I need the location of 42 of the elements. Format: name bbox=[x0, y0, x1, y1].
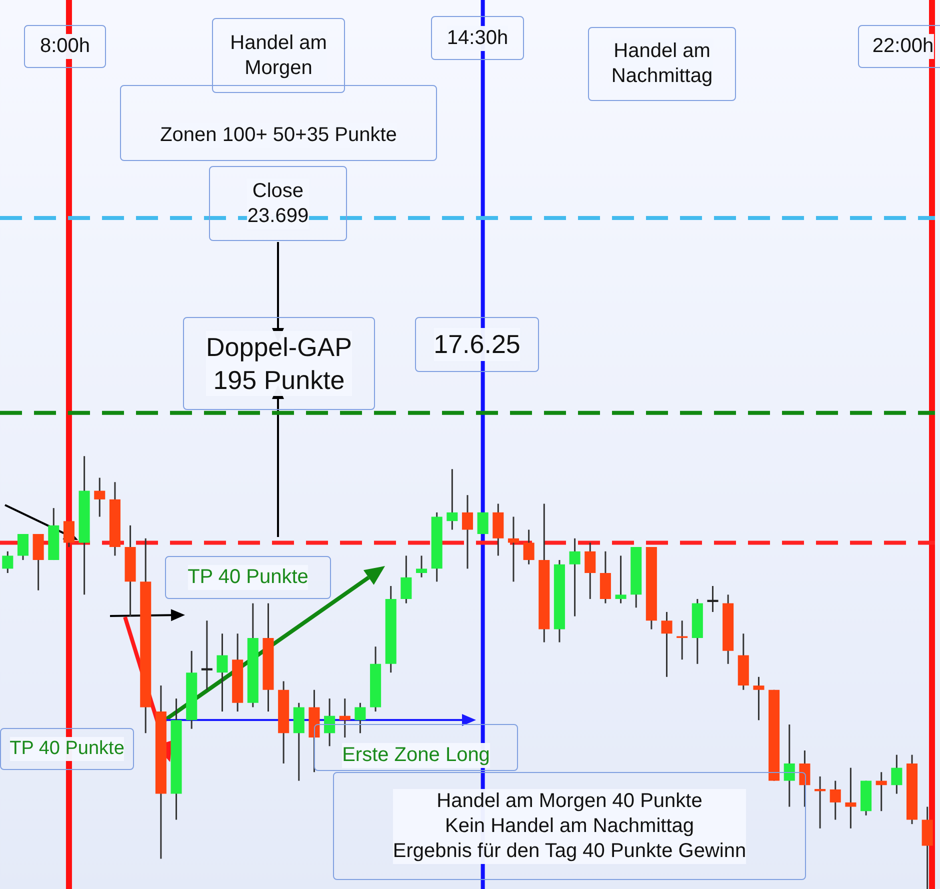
candlestick bbox=[753, 676, 764, 721]
annotation: TP 40 Punkte bbox=[188, 565, 308, 590]
candlestick bbox=[799, 750, 810, 808]
annotation: Handel am Morgen 40 Punkte Kein Handel am Nachmittag Ergebnis für den Tag 40 Punkte Gewinn bbox=[392, 788, 746, 864]
candlestick bbox=[676, 620, 688, 660]
text: Handel am Morgen bbox=[230, 30, 327, 80]
candlestick bbox=[462, 494, 474, 570]
candlestick bbox=[876, 771, 887, 812]
text: Doppel-GAP 195 Punkte bbox=[206, 331, 352, 396]
candlestick bbox=[17, 533, 29, 561]
candlestick bbox=[523, 528, 534, 566]
candlestick bbox=[339, 698, 350, 738]
candlestick bbox=[63, 520, 74, 548]
candlestick bbox=[216, 632, 228, 712]
candlestick bbox=[94, 477, 106, 518]
candlestick bbox=[354, 702, 366, 734]
candlestick bbox=[830, 780, 841, 820]
candlestick bbox=[324, 698, 336, 747]
annotation: Erste Zone Long bbox=[342, 743, 490, 768]
candlestick bbox=[446, 468, 458, 530]
text: 17.6.25 bbox=[434, 328, 520, 361]
text: Handel am Nachmittag bbox=[611, 39, 713, 89]
text: 14:30h bbox=[446, 26, 508, 50]
text: Close 23.699 bbox=[247, 178, 309, 228]
candlestick bbox=[2, 550, 14, 574]
text: 22:00h bbox=[872, 34, 934, 59]
candlestick bbox=[615, 554, 626, 604]
candlestick bbox=[891, 754, 902, 795]
candlestick bbox=[584, 542, 596, 600]
candlestick bbox=[400, 554, 412, 604]
candlestick bbox=[201, 620, 212, 691]
candlestick bbox=[707, 585, 718, 613]
candlestick bbox=[569, 538, 580, 618]
candlestick bbox=[845, 767, 856, 830]
text: 8:00h bbox=[40, 34, 90, 59]
annotation: TP 40 Punkte bbox=[10, 737, 124, 761]
text: Zonen 100+ 50+35 Punkte bbox=[160, 123, 397, 148]
candlestick bbox=[508, 516, 519, 582]
candlestick bbox=[784, 724, 795, 808]
candlestick bbox=[661, 611, 672, 678]
candlestick bbox=[416, 554, 428, 578]
candlestick bbox=[814, 776, 826, 830]
